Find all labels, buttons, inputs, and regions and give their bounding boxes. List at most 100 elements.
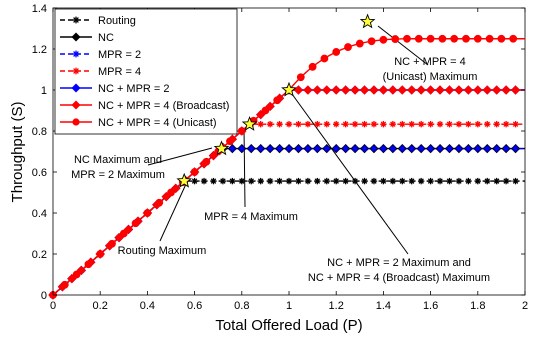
legend-label: NC (98, 32, 114, 44)
series-5-marker (444, 85, 455, 95)
legend-entry: NC (60, 32, 114, 44)
series-2-marker (276, 145, 283, 152)
series-0-marker (229, 177, 236, 185)
series-0-marker (370, 177, 378, 185)
annotation-text: NC Maximum and (74, 154, 162, 166)
series-5-marker (293, 85, 304, 95)
annotation-arrow (147, 147, 213, 166)
series-2-marker (295, 145, 302, 152)
y-tick-label: 1.2 (32, 44, 47, 56)
maximum-star (213, 140, 230, 156)
series-0-marker (276, 177, 283, 185)
series-0-marker (417, 177, 425, 185)
series-0-marker (408, 177, 415, 185)
series-0-marker (465, 177, 472, 185)
legend-entry: MPR = 2 (60, 49, 141, 61)
series-6-marker (509, 34, 518, 43)
series-6-marker (426, 34, 435, 43)
series-6-marker (320, 54, 329, 63)
legend-label: MPR = 4 (98, 66, 141, 78)
y-tick-label: 1.4 (32, 3, 47, 15)
series-0-marker (484, 177, 491, 185)
series-5-marker (501, 85, 511, 95)
series-6-marker (167, 188, 175, 197)
series-0-marker (455, 177, 463, 185)
series-2-marker (370, 145, 378, 152)
series-5-marker (331, 85, 341, 95)
series-3-marker (351, 120, 359, 128)
annotation-text: NC + MPR = 4 (Broadcast) Maximum (308, 272, 490, 284)
maximum-star (359, 13, 376, 29)
series-3-marker (314, 120, 321, 128)
x-tick-label: 2 (522, 300, 528, 312)
legend-label: NC + MPR = 4 (Unicast) (98, 117, 217, 129)
annotation-text: Routing Maximum (118, 245, 207, 257)
x-tick-label: 0.2 (93, 300, 108, 312)
series-5-marker (350, 85, 360, 95)
series-0-marker (380, 177, 387, 185)
series-3-marker (285, 120, 293, 128)
series-6-marker (403, 34, 411, 43)
series-2-marker (408, 145, 415, 152)
series-5-marker (341, 85, 351, 95)
series-2-marker (399, 145, 406, 152)
series-6-marker (296, 73, 305, 82)
series-0-marker (342, 177, 349, 185)
annotation-arrow (159, 183, 187, 242)
series-5-marker (123, 224, 134, 235)
series-0-marker (266, 177, 274, 185)
series-6-marker (462, 34, 470, 43)
series-2-marker (455, 145, 463, 152)
series-6-marker (355, 39, 364, 48)
maximum-star (241, 115, 258, 131)
x-tick-label: 1.2 (329, 300, 344, 312)
y-tick-label: 0.6 (32, 167, 47, 179)
series-6-marker (450, 34, 459, 43)
x-tick-label: 0 (50, 300, 56, 312)
annotation-arrow (291, 93, 409, 255)
series-6-marker (438, 34, 447, 43)
series-3-marker (465, 120, 472, 128)
series-6-marker (155, 198, 164, 207)
series-3-marker (304, 120, 312, 128)
series-5-marker (407, 85, 417, 95)
series-3-marker (276, 120, 283, 128)
legend-label: NC + MPR = 2 (98, 83, 170, 95)
series-6-marker (391, 35, 400, 43)
series-0-marker (427, 177, 434, 185)
series-0-marker (446, 177, 453, 185)
series-2-marker (465, 145, 472, 152)
series-2-marker (285, 145, 293, 152)
series-3-marker (295, 120, 302, 128)
series-6-marker (72, 270, 81, 279)
series-6-marker (119, 229, 128, 238)
series-3-marker (446, 120, 453, 128)
y-tick-label: 0.2 (32, 249, 47, 261)
legend-label: NC + MPR = 4 (Broadcast) (98, 100, 229, 112)
series-6-marker (226, 137, 234, 146)
series-3-marker (484, 120, 491, 128)
series-2-marker (389, 145, 397, 152)
y-tick-label: 0.8 (32, 126, 47, 138)
series-2-marker (314, 145, 321, 152)
maximum-star (281, 81, 297, 97)
series-5-marker (425, 85, 436, 95)
series-6-marker (485, 34, 494, 43)
series-6-marker (131, 219, 140, 228)
series-6-marker (261, 106, 270, 115)
series-2-marker (427, 145, 434, 152)
annotation-arrow (243, 127, 246, 208)
series-0-marker (351, 177, 359, 185)
series-5-marker (463, 85, 473, 95)
y-tick-label: 0.4 (32, 208, 47, 220)
series-3-marker (257, 120, 264, 128)
series-5-marker (322, 85, 332, 95)
legend-label: MPR = 2 (98, 49, 141, 61)
series-2-marker (512, 145, 519, 152)
legend-entry: NC + MPR = 4 (Unicast) (60, 117, 217, 129)
series-2-marker (248, 145, 255, 152)
series-2-marker (351, 145, 359, 152)
series-2-marker (229, 145, 236, 152)
series-6-marker (344, 43, 352, 51)
